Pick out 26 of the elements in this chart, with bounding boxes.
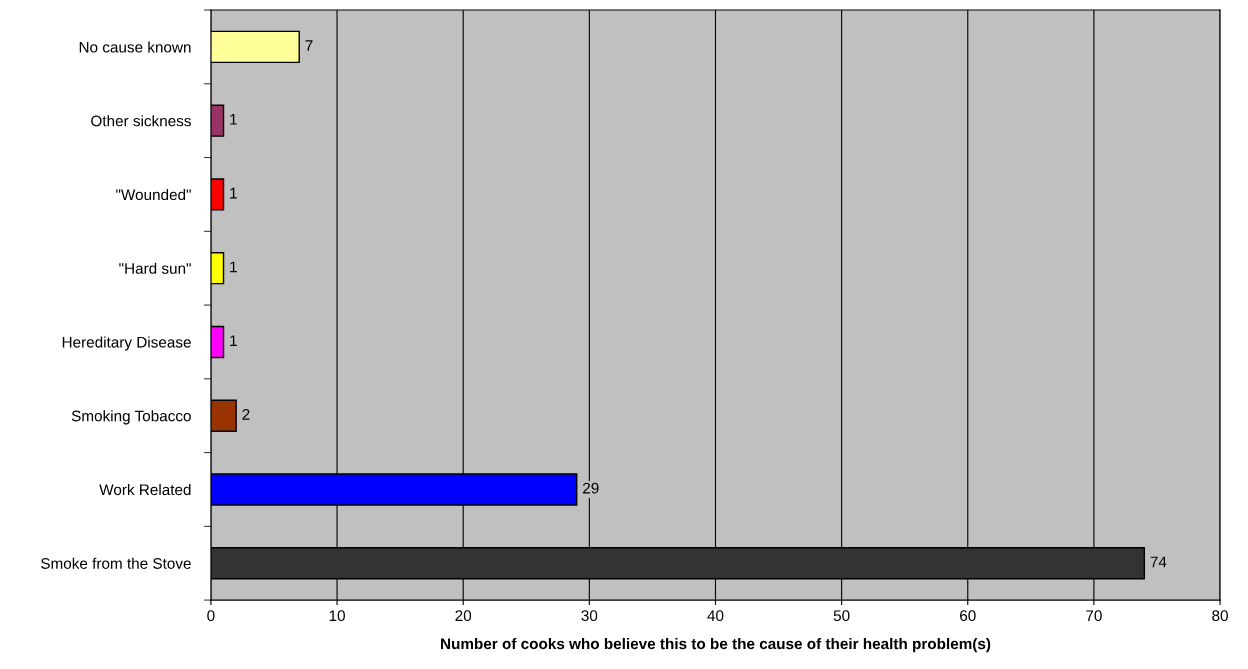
x-tick-label: 10 — [329, 610, 345, 622]
y-tick-label: "Wounded" — [116, 188, 191, 201]
x-tick-label: 50 — [833, 610, 850, 622]
data-label: 29 — [583, 482, 599, 494]
data-label: 2 — [242, 408, 250, 420]
x-tick-label: 40 — [707, 610, 724, 622]
x-tick-label: 30 — [581, 610, 598, 622]
x-tick-label: 80 — [1212, 610, 1228, 622]
y-tick-label: "Hard sun" — [119, 262, 191, 274]
x-tick-label: 0 — [207, 610, 215, 622]
y-tick-label: Smoking Tobacco — [71, 410, 191, 425]
y-tick-label: Other sickness — [91, 115, 191, 127]
y-tick-label: No cause known — [79, 41, 191, 53]
x-tick-label: 60 — [960, 610, 976, 622]
y-tick-label: Work Related — [99, 483, 191, 496]
y-tick-label: Hereditary Disease — [62, 336, 191, 351]
data-label: 1 — [230, 187, 237, 199]
data-label: 1 — [230, 335, 237, 346]
x-tick-label: 20 — [455, 610, 472, 622]
data-label: 1 — [230, 261, 237, 273]
data-label: 1 — [230, 114, 237, 125]
data-label: 74 — [1150, 556, 1167, 568]
x-tick-label: 70 — [1086, 610, 1102, 622]
x-axis-title: Number of cooks who believe this to be the cause of their health problem(s) — [441, 637, 991, 653]
y-tick-label: Smoke from the Stove — [41, 557, 191, 569]
data-label: 7 — [305, 40, 313, 51]
